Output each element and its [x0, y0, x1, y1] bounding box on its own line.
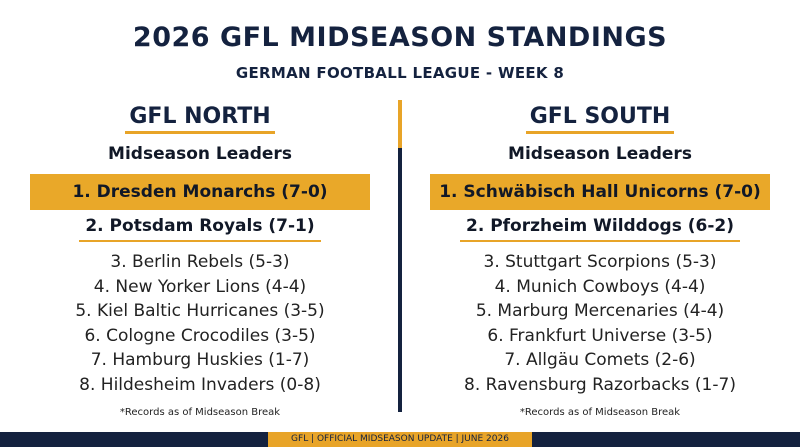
- south-column: GFL SOUTH Midseason Leaders 1. Schwäbisc…: [420, 96, 780, 418]
- list-item: 7. Hamburg Huskies (1-7): [90, 350, 310, 370]
- footer-label: GFL | OFFICIAL MIDSEASON UPDATE | JUNE 2…: [268, 432, 532, 447]
- list-item: 8. Hildesheim Invaders (0-8): [79, 374, 321, 395]
- records-note-north: *Records as of Midseason Break: [119, 407, 281, 418]
- list-item: 7. Allgäu Comets (2-6): [504, 350, 696, 370]
- conference-heading-north: GFL NORTH: [125, 104, 275, 134]
- leader-second-south: 2. Pforzheim Wilddogs (6-2): [460, 216, 740, 242]
- list-item: 8. Ravensburg Razorbacks (1-7): [464, 374, 736, 395]
- north-column: GFL NORTH Midseason Leaders 1. Dresden M…: [20, 96, 380, 418]
- leader-first-north: 1. Dresden Monarchs (7-0): [30, 174, 370, 210]
- list-item: 3. Stuttgart Scorpions (5-3): [483, 252, 717, 272]
- leader-second-north: 2. Potsdam Royals (7-1): [79, 216, 321, 242]
- list-item: 3. Berlin Rebels (5-3): [110, 252, 290, 272]
- list-item: 5. Marburg Mercenaries (4-4): [475, 301, 725, 321]
- records-note-south: *Records as of Midseason Break: [519, 407, 681, 418]
- conference-heading-south: GFL SOUTH: [525, 104, 675, 134]
- list-item: 4. Munich Cowboys (4-4): [494, 276, 706, 297]
- leaders-heading-north: Midseason Leaders: [108, 144, 292, 164]
- divider-accent: [398, 100, 402, 148]
- standings-list-north: 3. Berlin Rebels (5-3) 4. New Yorker Lio…: [20, 250, 380, 397]
- leader-first-south: 1. Schwäbisch Hall Unicorns (7-0): [430, 174, 770, 210]
- list-item: 4. New Yorker Lions (4-4): [93, 276, 307, 297]
- leaders-heading-south: Midseason Leaders: [508, 144, 692, 164]
- list-item: 6. Cologne Crocodiles (3-5): [84, 325, 316, 346]
- column-divider: [398, 100, 402, 412]
- list-item: 5. Kiel Baltic Hurricanes (3-5): [75, 301, 325, 321]
- standings-list-south: 3. Stuttgart Scorpions (5-3) 4. Munich C…: [420, 250, 780, 397]
- page-title: 2026 GFL MIDSEASON STANDINGS: [132, 22, 668, 53]
- page-subtitle: GERMAN FOOTBALL LEAGUE - WEEK 8: [235, 64, 565, 82]
- list-item: 6. Frankfurt Universe (3-5): [487, 325, 713, 346]
